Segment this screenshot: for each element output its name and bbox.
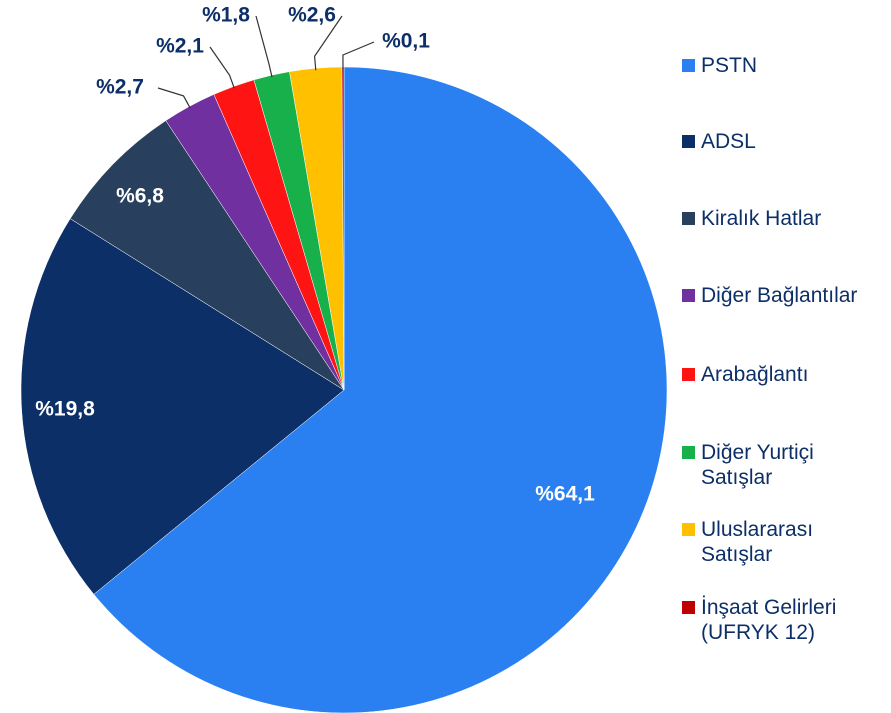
leader-line bbox=[209, 46, 235, 89]
legend-item: Diğer Yurtiçi Satışlar bbox=[682, 440, 860, 490]
slice bbox=[69, 120, 345, 391]
legend-label: ADSL bbox=[701, 130, 756, 153]
data-label: %6,8 bbox=[116, 185, 164, 208]
leader-line bbox=[255, 15, 273, 78]
slice bbox=[20, 218, 345, 595]
legend-swatch bbox=[682, 135, 695, 148]
data-label: %64,1 bbox=[535, 483, 595, 506]
legend-label: Uluslararası Satışlar bbox=[701, 518, 814, 566]
leader-line bbox=[157, 87, 191, 109]
legend-label: PSTN bbox=[701, 54, 758, 77]
data-label: %19,8 bbox=[35, 398, 95, 421]
data-label: %2,6 bbox=[288, 4, 336, 27]
legend-item: PSTN bbox=[682, 53, 860, 78]
legend-item: İnşaat Gelirleri (UFRYK 12) bbox=[682, 595, 860, 645]
slice bbox=[93, 66, 668, 713]
legend-label: Diğer Bağlantılar bbox=[701, 284, 858, 307]
legend-swatch bbox=[682, 601, 695, 614]
data-label: %1,8 bbox=[202, 4, 250, 27]
legend-swatch bbox=[682, 289, 695, 302]
legend-label: Diğer Yurtiçi Satışlar bbox=[701, 441, 814, 489]
legend-swatch bbox=[682, 523, 695, 536]
legend-item: ADSL bbox=[682, 129, 860, 154]
data-label: %0,1 bbox=[382, 30, 430, 53]
legend-item: Arabağlantı bbox=[682, 362, 860, 387]
legend-swatch bbox=[682, 212, 695, 225]
legend-label: İnşaat Gelirleri (UFRYK 12) bbox=[701, 596, 837, 644]
data-label: %2,7 bbox=[96, 76, 144, 99]
leader-line bbox=[313, 15, 343, 71]
legend-item: Uluslararası Satışlar bbox=[682, 517, 860, 567]
legend-label: Kiralık Hatlar bbox=[701, 207, 822, 230]
legend-item: Kiralık Hatlar bbox=[682, 206, 860, 231]
leader-line bbox=[342, 41, 375, 70]
legend-item: Diğer Bağlantılar bbox=[682, 283, 860, 308]
data-label: %2,1 bbox=[156, 35, 204, 58]
legend-label: Arabağlantı bbox=[701, 363, 809, 386]
legend-swatch bbox=[682, 59, 695, 72]
legend-swatch bbox=[682, 368, 695, 381]
legend-swatch bbox=[682, 446, 695, 459]
